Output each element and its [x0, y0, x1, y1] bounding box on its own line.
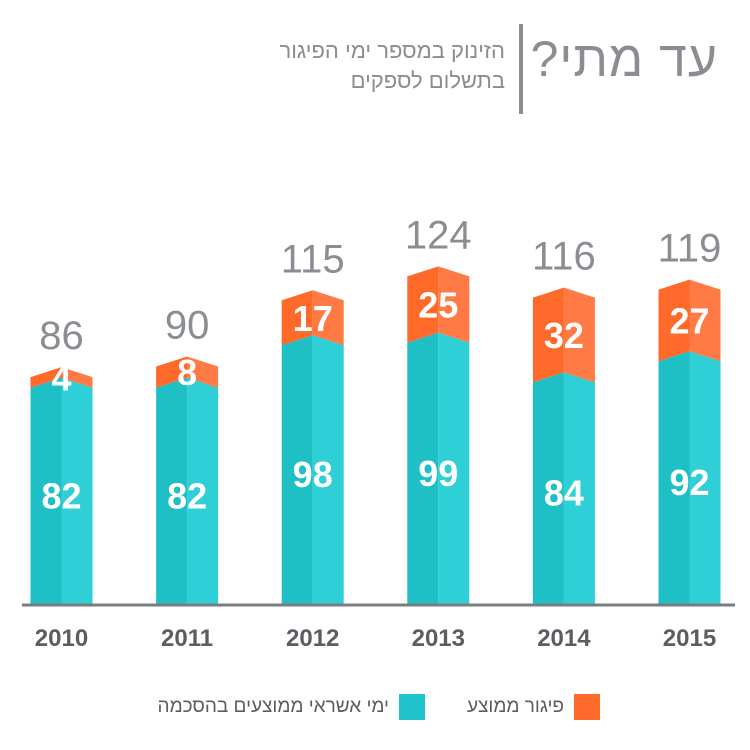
legend-swatch-credit	[399, 694, 425, 720]
x-tick-label: 2011	[161, 625, 213, 652]
x-tick-label: 2014	[537, 625, 591, 652]
bar-label-delay: 32	[544, 315, 584, 356]
bar-segment-credit-shade	[187, 377, 219, 605]
bar-segment-delay	[532, 287, 564, 383]
bar-segment-credit	[30, 377, 62, 605]
bar-total-label: 119	[658, 227, 722, 271]
bar-label-credit: 82	[167, 475, 207, 516]
bar-segment-delay	[156, 356, 188, 388]
bar-label-delay: 25	[418, 285, 458, 326]
legend-item-credit: ימי אשראי ממוצעים בהסכמה	[158, 694, 425, 720]
legend-label-credit: ימי אשראי ממוצעים בהסכמה	[157, 696, 389, 717]
bar-segment-delay-shade	[438, 266, 470, 343]
bar-segment-delay	[658, 279, 690, 362]
bar-segment-credit-shade	[689, 351, 721, 605]
bar-segment-credit	[156, 377, 188, 605]
legend-swatch-delay	[574, 694, 600, 720]
x-tick-label: 2013	[412, 625, 465, 652]
bar-segment-credit	[658, 351, 690, 605]
bar-label-credit: 82	[41, 475, 81, 516]
bar-segment-credit	[407, 332, 439, 605]
chart-subtitle: הזינוק במספר ימי הפיגור בתשלום לספקים	[245, 36, 505, 96]
bar-segment-delay-shade	[563, 287, 595, 383]
bar-label-delay: 27	[669, 300, 709, 341]
bar-segment-credit-shade	[61, 377, 93, 605]
bar-total-label: 116	[532, 235, 596, 279]
bar-segment-delay	[281, 290, 313, 346]
bar-segment-credit-shade	[312, 335, 344, 605]
bar-segment-delay-shade	[187, 356, 219, 388]
bar-total-label: 124	[405, 213, 472, 257]
bar-label-credit: 99	[418, 453, 458, 494]
bar-label-delay: 8	[177, 352, 197, 393]
bar-label-credit: 92	[669, 462, 709, 503]
subtitle-line-1: הזינוק במספר ימי הפיגור	[279, 38, 505, 63]
bar-total-label: 115	[281, 237, 345, 281]
bar-total-label: 86	[39, 314, 84, 358]
bar-segment-delay	[30, 367, 62, 388]
bar-segment-delay-shade	[61, 367, 93, 388]
bar-segment-credit	[532, 372, 564, 605]
chart-title: עד מתי?	[530, 31, 718, 87]
subtitle-line-2: בתשלום לספקים	[350, 68, 505, 93]
bar-label-credit: 98	[293, 454, 333, 495]
legend-label-delay: פיגור ממוצע	[467, 696, 564, 717]
bar-segment-delay-shade	[312, 290, 344, 346]
x-tick-label: 2012	[286, 625, 339, 652]
bar-label-delay: 4	[51, 357, 71, 398]
bar-label-delay: 17	[293, 298, 333, 339]
legend-item-delay: פיגור ממוצע	[467, 694, 600, 720]
bar-segment-delay-shade	[689, 279, 721, 362]
bar-total-label: 90	[165, 304, 210, 348]
x-tick-label: 2010	[35, 625, 88, 652]
x-tick-label: 2015	[663, 625, 716, 652]
bar-segment-credit	[281, 335, 313, 605]
bar-label-credit: 84	[544, 473, 584, 514]
bar-segment-delay	[407, 266, 439, 343]
title-divider	[519, 24, 523, 114]
bar-segment-credit-shade	[438, 332, 470, 605]
bar-segment-credit-shade	[563, 372, 595, 605]
